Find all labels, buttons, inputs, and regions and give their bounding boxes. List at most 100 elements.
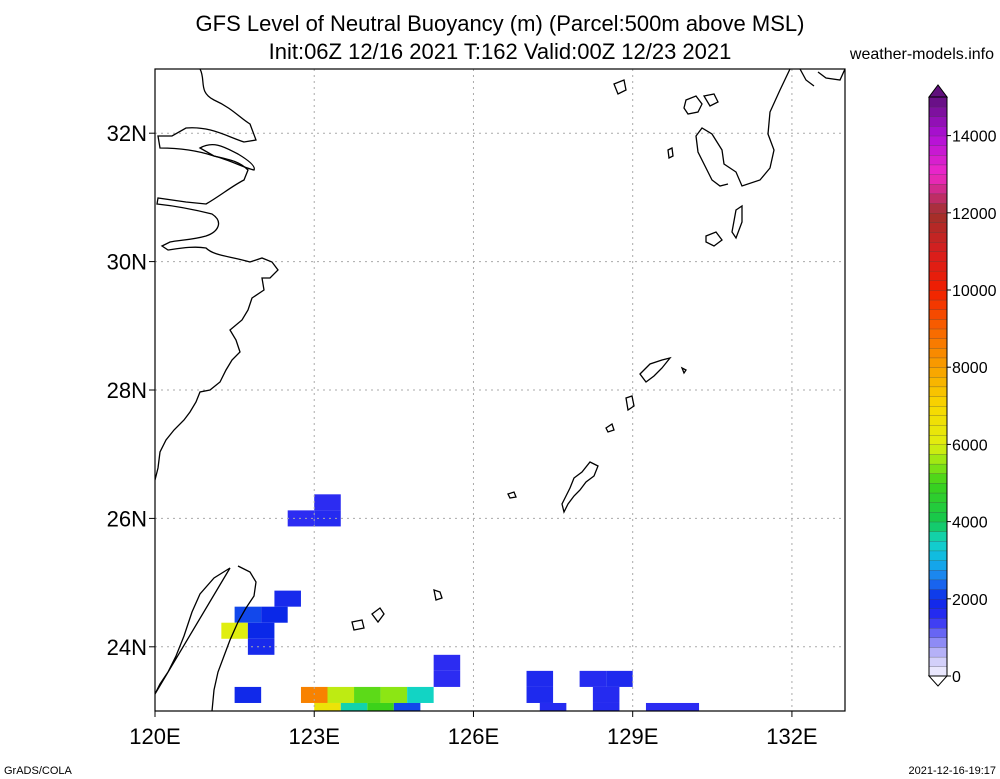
- colorbar-segment-15: [928, 521, 948, 532]
- colorbar-bottom-arrow: [927, 675, 949, 687]
- colorbar-segment-55: [928, 135, 948, 146]
- colorbar-segment-20: [928, 473, 948, 484]
- colorbar-label-2000: 2000: [952, 592, 988, 609]
- colorbar-segment-34: [928, 338, 948, 349]
- colorbar-label-4000: 4000: [952, 515, 988, 532]
- colorbar-segment-12: [928, 550, 948, 561]
- heatmap-cell-13: [327, 686, 355, 703]
- colorbar-segment-37: [928, 309, 948, 320]
- heatmap-cell-19: [367, 702, 394, 711]
- colorbar-segment-47: [928, 212, 948, 224]
- colorbar-segment-57: [928, 116, 948, 127]
- colorbar-segment-6: [928, 608, 948, 619]
- coastline-yangtze-bank: [198, 144, 255, 171]
- heatmap-cells: [221, 494, 700, 711]
- coastline-yakushima: [705, 204, 743, 247]
- colorbar-segment-25: [928, 424, 948, 436]
- colorbar-segment-14: [928, 531, 948, 542]
- chart-title-line1: GFS Level of Neutral Buoyancy (m) (Parce…: [196, 11, 805, 36]
- coastlines: [155, 69, 845, 711]
- coastline-taiwan: [155, 565, 257, 711]
- colorbar-segment-1: [928, 656, 948, 667]
- footer-left: GrADS/COLA: [4, 765, 73, 777]
- colorbar-label-6000: 6000: [952, 437, 988, 454]
- y-tick-label-28N: 28N: [107, 378, 147, 403]
- heatmap-cell-8: [247, 638, 275, 655]
- heatmap-cell-25: [606, 670, 633, 687]
- heatmap-cell-18: [340, 702, 368, 711]
- colorbar-frame: [928, 96, 948, 677]
- coastline-kyushu: [695, 69, 845, 187]
- x-tick-label-132E: 132E: [766, 724, 817, 749]
- colorbar-segment-8: [928, 589, 948, 600]
- colorbar-segment-36: [928, 318, 948, 330]
- colorbar-segment-24: [928, 434, 948, 445]
- colorbar-segment-7: [928, 598, 948, 609]
- colorbar-segment-13: [928, 540, 948, 552]
- heatmap-cell-28: [645, 702, 673, 711]
- heatmap-cell-5: [261, 606, 288, 623]
- coastline-goto-islands: [613, 79, 719, 159]
- colorbar-segment-32: [928, 357, 948, 368]
- y-tick-label-32N: 32N: [107, 121, 147, 146]
- coastline-sakishima: [351, 589, 443, 631]
- colorbar-segment-56: [928, 125, 948, 137]
- colorbar-segment-27: [928, 405, 948, 416]
- colorbar-segment-35: [928, 328, 948, 339]
- y-tick-label-30N: 30N: [107, 250, 147, 275]
- heatmap-cell-14: [354, 686, 381, 703]
- heatmap-cell-11: [433, 670, 461, 687]
- colorbar-segment-16: [928, 511, 948, 523]
- colorbar-segment-9: [928, 579, 948, 590]
- colorbar-segment-45: [928, 231, 948, 243]
- y-tick-label-24N: 24N: [107, 635, 147, 660]
- heatmap-cell-27: [592, 702, 620, 711]
- colorbar-segment-51: [928, 174, 948, 185]
- colorbar-segment-49: [928, 193, 948, 204]
- coastline-china: [155, 69, 279, 481]
- colorbar-label-14000: 14000: [952, 129, 997, 146]
- colorbar-segment-5: [928, 617, 948, 629]
- footer-right: 2021-12-16-19:17: [909, 765, 996, 777]
- colorbar-segment-59: [928, 96, 948, 108]
- colorbar-segment-30: [928, 376, 948, 388]
- chart-title-line2: Init:06Z 12/16 2021 T:162 Valid:00Z 12/2…: [269, 39, 732, 64]
- source-label: weather-models.info: [849, 46, 994, 63]
- colorbar-segment-3: [928, 637, 948, 648]
- colorbar-segment-58: [928, 106, 948, 117]
- axes: 120E 123E 126E 129E 132E 24N 26N 28N 30N 32N: [107, 121, 818, 749]
- colorbar-segment-53: [928, 154, 948, 166]
- colorbar-segment-46: [928, 222, 948, 233]
- colorbar-segment-31: [928, 367, 948, 378]
- colorbar-segment-40: [928, 280, 948, 291]
- colorbar-segment-54: [928, 145, 948, 156]
- colorbar-label-10000: 10000: [952, 283, 997, 300]
- coastline-okinawa: [507, 461, 599, 514]
- coastline-amami: [605, 356, 687, 433]
- colorbar-segment-26: [928, 415, 948, 426]
- colorbar-segment-28: [928, 395, 948, 407]
- heatmap-cell-1: [314, 510, 341, 527]
- colorbar-label-8000: 8000: [952, 360, 988, 377]
- heatmap-cell-26: [592, 686, 620, 703]
- heatmap-cell-3: [274, 590, 301, 607]
- colorbar-segment-41: [928, 270, 948, 281]
- colorbar-segment-39: [928, 289, 948, 301]
- colorbar-segment-22: [928, 453, 948, 465]
- heatmap-cell-24: [579, 670, 607, 687]
- colorbar-top-arrow: [928, 84, 948, 98]
- colorbar-segment-38: [928, 299, 948, 310]
- colorbar-segment-19: [928, 482, 948, 494]
- colorbar-segment-29: [928, 386, 948, 397]
- colorbar-segment-48: [928, 202, 948, 214]
- x-tick-label-129E: 129E: [607, 724, 658, 749]
- x-tick-label-123E: 123E: [289, 724, 340, 749]
- colorbar-segment-4: [928, 627, 948, 638]
- heatmap-cell-29: [672, 702, 700, 711]
- colorbar-segment-21: [928, 463, 948, 474]
- colorbar-segment-11: [928, 560, 948, 571]
- heatmap-cell-10: [433, 654, 461, 671]
- heatmap-cell-9: [234, 686, 262, 703]
- colorbar-segment-43: [928, 251, 948, 262]
